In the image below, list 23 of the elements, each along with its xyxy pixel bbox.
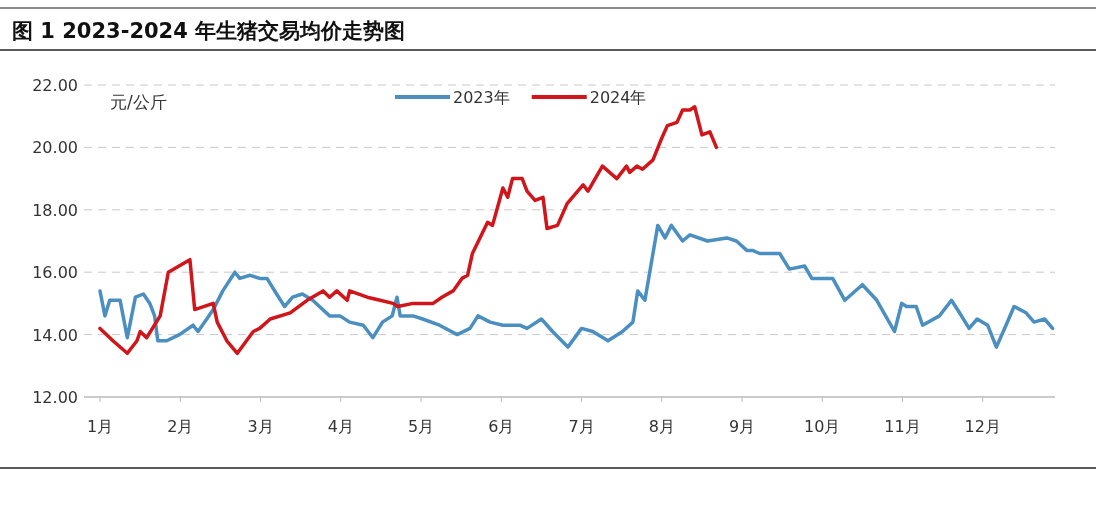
x-tick-label: 4月	[327, 417, 354, 436]
x-tick-label: 12月	[964, 417, 1001, 436]
y-tick-label: 12.00	[32, 388, 78, 407]
chart-title: 图 1 2023-2024 年生猪交易均价走势图	[12, 19, 406, 43]
x-tick-label: 5月	[407, 417, 435, 436]
x-tick-label: 7月	[568, 417, 595, 436]
x-tick-label: 6月	[488, 417, 515, 436]
x-tick-label: 2月	[167, 417, 194, 436]
legend-label: 2024年	[589, 88, 647, 107]
y-tick-label: 16.00	[32, 263, 78, 283]
x-tick-label: 1月	[86, 417, 114, 436]
y-axis-title: 元/公斤	[110, 92, 167, 112]
line-series	[98, 223, 1055, 349]
x-tick-label: 3月	[247, 417, 274, 436]
x-tick-label: 8月	[648, 417, 675, 436]
y-tick-label: 20.00	[32, 138, 78, 158]
legend-label: 2023年	[453, 88, 510, 107]
x-tick-label: 9月	[728, 417, 756, 436]
y-tick-label: 14.00	[32, 325, 78, 345]
x-tick-label: 11月	[884, 417, 921, 436]
y-tick-label: 18.00	[32, 200, 78, 220]
y-tick-label: 22.00	[32, 76, 78, 95]
x-tick-label: 10月	[804, 417, 841, 436]
